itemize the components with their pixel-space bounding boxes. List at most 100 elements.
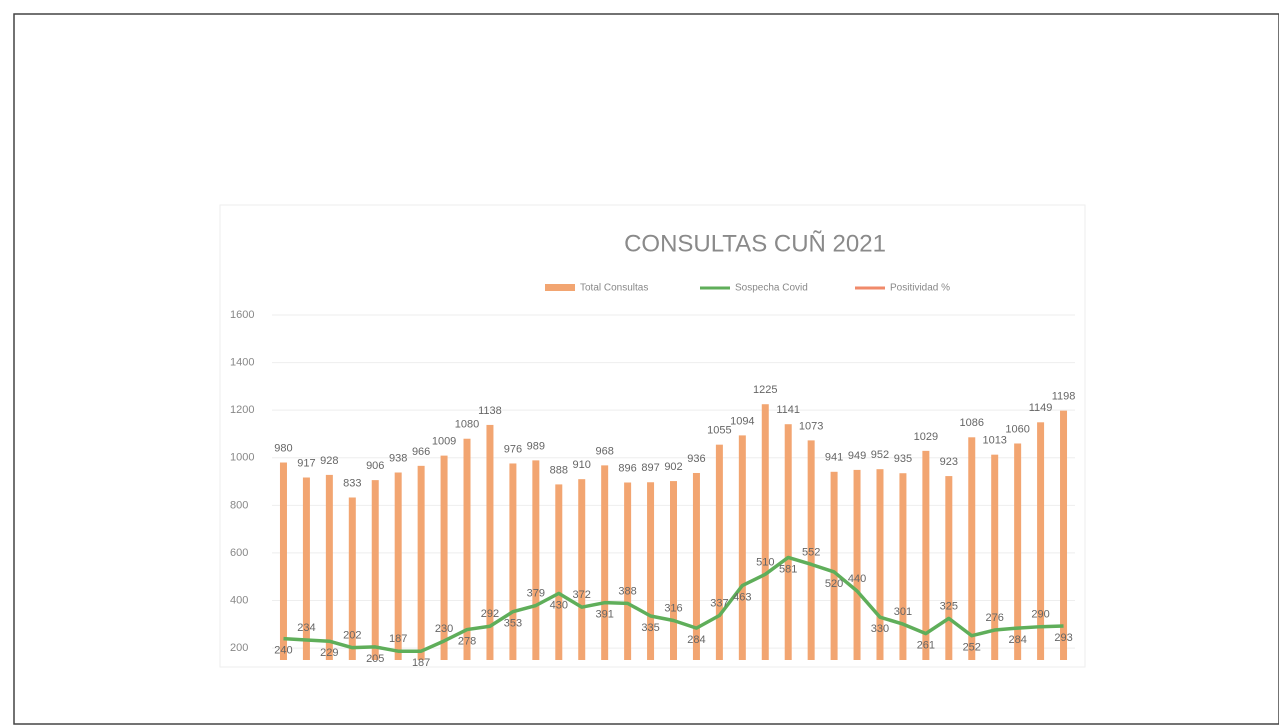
data-label: 325	[940, 600, 958, 612]
data-label: 337	[710, 597, 728, 609]
data-label: 1094	[730, 415, 754, 427]
y-tick-label: 1600	[230, 309, 254, 321]
data-label: 372	[573, 589, 591, 601]
bar	[922, 450, 930, 660]
bar	[670, 481, 677, 660]
data-label: 1138	[478, 405, 502, 417]
data-label: 229	[320, 647, 338, 659]
data-label: 330	[871, 623, 889, 635]
bar	[463, 438, 471, 660]
bar	[853, 469, 861, 660]
bar	[784, 424, 792, 660]
bar	[991, 454, 999, 660]
data-label: 902	[664, 461, 682, 473]
bar	[968, 437, 976, 660]
data-label: 938	[389, 452, 407, 464]
chart-area	[219, 204, 1086, 668]
data-label: 316	[664, 602, 682, 614]
y-tick-label: 800	[230, 499, 248, 511]
data-label: 301	[894, 606, 912, 618]
data-label: 1055	[707, 425, 731, 437]
data-label: 935	[894, 453, 912, 465]
data-label: 1013	[982, 435, 1006, 447]
data-label: 520	[825, 578, 843, 590]
bar	[325, 474, 333, 660]
data-label: 966	[412, 446, 430, 458]
bar	[394, 472, 402, 660]
data-label: 278	[458, 635, 476, 647]
data-label: 440	[848, 573, 866, 585]
data-label: 240	[274, 644, 292, 656]
data-label: 290	[1031, 609, 1049, 621]
data-label: 949	[848, 450, 866, 462]
data-label: 928	[320, 455, 338, 467]
data-label: 888	[550, 464, 568, 476]
bar	[647, 482, 655, 660]
data-label: 187	[412, 657, 430, 669]
data-label: 230	[435, 623, 453, 635]
data-label: 989	[527, 440, 545, 452]
data-label: 1073	[799, 420, 823, 432]
legend-label: Total Consultas	[580, 283, 648, 294]
bar	[899, 473, 907, 660]
bar	[1060, 410, 1068, 660]
data-label: 910	[573, 459, 591, 471]
data-label: 252	[963, 642, 981, 654]
data-label: 906	[366, 460, 384, 472]
data-label: 968	[595, 445, 613, 457]
bar	[555, 484, 563, 660]
data-label: 833	[343, 477, 361, 489]
bar	[371, 480, 379, 660]
legend-swatch	[545, 284, 575, 291]
bar	[945, 476, 953, 660]
data-label: 1086	[960, 417, 984, 429]
data-label: 976	[504, 443, 522, 455]
legend-label: Positividad %	[890, 283, 950, 294]
bar	[830, 471, 838, 660]
data-label: 936	[687, 453, 705, 465]
data-label: 335	[641, 622, 659, 634]
bar	[738, 435, 746, 660]
bar	[624, 482, 632, 660]
data-label: 234	[297, 622, 315, 634]
data-label: 276	[986, 612, 1004, 624]
data-label: 510	[756, 556, 774, 568]
data-label: 292	[481, 608, 499, 620]
data-label: 552	[802, 546, 820, 558]
data-label: 284	[687, 634, 705, 646]
y-tick-label: 400	[230, 594, 248, 606]
bar	[761, 404, 769, 660]
data-label: 205	[366, 653, 384, 665]
data-label: 581	[779, 563, 797, 575]
data-label: 952	[871, 449, 889, 461]
y-tick-label: 600	[230, 547, 248, 559]
data-label: 1029	[914, 431, 938, 443]
data-label: 430	[550, 599, 568, 611]
bar	[486, 424, 494, 660]
legend-label: Sospecha Covid	[735, 283, 808, 294]
data-label: 1060	[1005, 423, 1029, 435]
y-tick-label: 1400	[230, 356, 254, 368]
chart-title: CONSULTAS CUÑ 2021	[624, 230, 886, 257]
frame	[13, 13, 1279, 725]
data-label: 293	[1054, 632, 1072, 644]
bar	[807, 440, 815, 660]
bar	[601, 465, 609, 660]
data-label: 463	[733, 591, 751, 603]
bar	[876, 469, 884, 660]
bar	[578, 479, 586, 660]
bar	[302, 477, 310, 660]
data-label: 391	[595, 609, 613, 621]
data-label: 388	[618, 585, 636, 597]
data-label: 187	[389, 633, 407, 645]
bar	[532, 460, 540, 660]
line	[283, 555, 1064, 653]
y-tick-label: 200	[230, 642, 248, 654]
y-tick-label: 1200	[230, 404, 254, 416]
data-label: 379	[527, 587, 545, 599]
data-label: 1198	[1052, 391, 1076, 403]
bar	[509, 463, 517, 660]
data-label: 353	[504, 618, 522, 630]
bar	[715, 444, 723, 660]
